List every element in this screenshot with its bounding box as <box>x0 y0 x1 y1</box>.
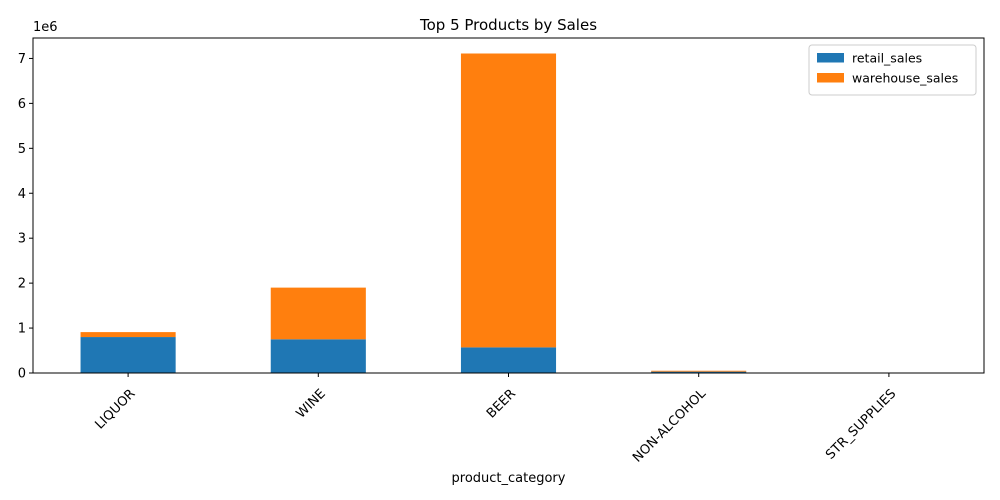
bar-retail_sales-beer <box>460 347 557 373</box>
legend-swatch-warehouse_sales <box>817 73 844 83</box>
y-tick-label: 4 <box>18 187 26 202</box>
y-tick-label: 6 <box>18 97 26 112</box>
x-axis-title: product_category <box>452 471 566 486</box>
legend-box <box>808 44 977 96</box>
y-tick-label: 7 <box>18 52 26 67</box>
legend-label-retail_sales: retail_sales <box>852 51 922 66</box>
x-tick-label: LIQUOR <box>93 386 139 432</box>
x-tick-label: STR_SUPPLIES <box>823 386 899 462</box>
y-axis: 0 1 2 3 4 5 6 7 <box>18 52 33 382</box>
bar-retail_sales-wine <box>270 339 366 373</box>
legend-label-warehouse_sales: warehouse_sales <box>852 71 958 86</box>
y-tick-label: 2 <box>18 277 26 292</box>
bar-retail_sales-non-alcohol <box>651 371 747 373</box>
x-axis: LIQUOR WINE BEER NON-ALCOHOL STR_SUPPLIES <box>93 373 899 466</box>
bar-warehouse_sales-beer <box>460 53 557 348</box>
bar-warehouse_sales-wine <box>270 287 366 340</box>
y-tick-label: 3 <box>18 232 26 247</box>
y-tick-label: 0 <box>18 367 26 382</box>
x-tick-label: NON-ALCOHOL <box>630 386 710 466</box>
y-tick-label: 5 <box>18 142 26 157</box>
y-axis-offset-label: 1e6 <box>33 20 58 35</box>
chart-title: Top 5 Products by Sales <box>419 16 597 34</box>
y-tick-label: 1 <box>18 322 26 337</box>
legend-swatch-retail_sales <box>817 53 844 63</box>
bars-layer <box>80 53 937 373</box>
x-tick-label: WINE <box>294 386 329 421</box>
bar-warehouse_sales-liquor <box>80 332 176 338</box>
bar-warehouse_sales-non-alcohol <box>651 370 747 372</box>
bar-retail_sales-liquor <box>80 337 176 373</box>
plot-frame <box>32 37 985 374</box>
legend: retail_sales warehouse_sales <box>808 44 977 96</box>
axes-frame <box>32 37 985 374</box>
x-tick-label: BEER <box>484 386 519 421</box>
